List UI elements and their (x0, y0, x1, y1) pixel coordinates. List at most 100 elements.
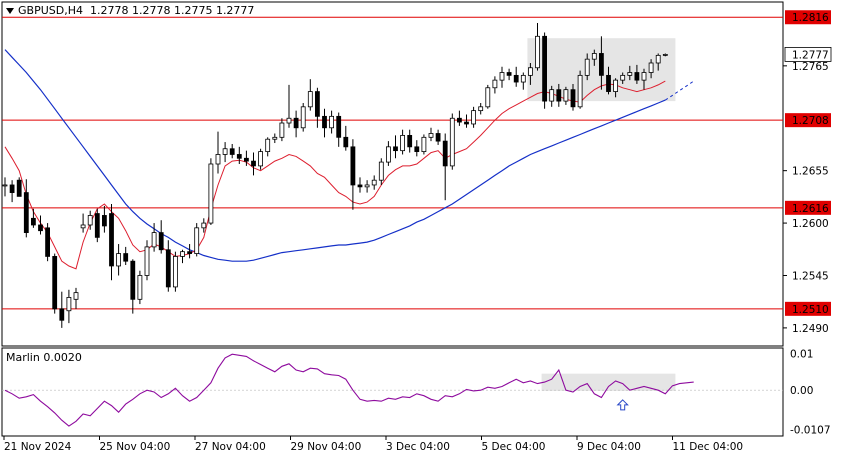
level-label-box (785, 301, 831, 316)
bear-candle (123, 253, 129, 262)
bear-candle (506, 72, 512, 76)
bull-candle (613, 79, 618, 92)
bull-candle (641, 72, 647, 81)
bull-candle (655, 54, 661, 64)
level-label-text: 1.2816 (792, 12, 829, 24)
bull-candle (279, 122, 285, 138)
bear-candle (9, 184, 15, 193)
bear-candle (442, 140, 448, 167)
bull-candle (627, 72, 633, 76)
bear-candle (94, 213, 100, 238)
bear-candle (336, 115, 342, 138)
bull-candle (80, 224, 86, 229)
bear-candle (322, 115, 327, 129)
price-tick-label: 1.2545 (792, 270, 829, 282)
time-axis-label: 21 Nov 2024 (4, 441, 72, 453)
bull-candle (201, 222, 207, 229)
bull-candle (172, 256, 178, 288)
bear-candle (407, 135, 413, 148)
bear-candle (130, 260, 136, 300)
bull-candle (428, 133, 434, 138)
chart-header: GBPUSD,H4 1.2778 1.2778 1.2775 1.2777 (6, 4, 254, 17)
bear-candle (456, 117, 462, 123)
bull-candle (137, 275, 143, 300)
bull-candle (584, 58, 590, 76)
time-axis-label: 27 Nov 04:00 (195, 441, 266, 453)
current-price-box (784, 47, 832, 62)
bull-candle (2, 184, 8, 187)
bull-candle (286, 117, 292, 124)
bear-candle (293, 117, 299, 129)
bear-candle (464, 121, 469, 125)
level-label-box (785, 113, 831, 128)
price-tick-label: 1.2765 (792, 61, 829, 73)
bull-candle (307, 91, 313, 108)
bear-candle (165, 249, 171, 288)
current-price-text: 1.2777 (792, 49, 829, 61)
bear-candle (59, 308, 65, 321)
bull-candle (151, 232, 157, 248)
bull-candle (87, 215, 93, 226)
bull-candle (563, 89, 569, 102)
price-tick-label: 1.2490 (792, 323, 829, 335)
bull-candle (66, 297, 72, 312)
slow-ma-line (4, 49, 666, 262)
bull-candle (116, 253, 121, 267)
collapse-triangle-icon[interactable] (6, 8, 14, 14)
bear-candle (357, 184, 363, 188)
bull-candle (385, 146, 391, 163)
bear-candle (570, 89, 576, 108)
bear-candle (414, 146, 420, 153)
oscillator-tick-label: 0.01 (790, 349, 813, 361)
level-label-text: 1.2510 (792, 304, 829, 316)
bull-candle (492, 79, 498, 89)
fast-ma-line (4, 80, 666, 270)
bull-candle (265, 138, 271, 153)
bear-candle (38, 224, 43, 232)
bull-candle (662, 54, 668, 56)
bear-candle (102, 215, 107, 227)
level-label-box (785, 10, 831, 25)
price-tick-label: 1.2655 (792, 166, 829, 178)
time-axis-label: 29 Nov 04:00 (291, 441, 362, 453)
bear-candle (30, 217, 36, 226)
bear-candle (393, 146, 398, 152)
level-label-box (785, 200, 831, 215)
time-axis-label: 25 Nov 04:00 (100, 441, 171, 453)
bear-candle (23, 192, 29, 234)
bull-candle (400, 135, 406, 152)
bull-candle (378, 161, 384, 181)
bear-candle (52, 256, 58, 310)
bear-candle (229, 148, 235, 155)
bear-candle (236, 154, 242, 159)
bull-candle (499, 72, 505, 81)
bear-candle (513, 74, 519, 83)
price-tick-label: 1.2600 (792, 218, 829, 230)
bull-candle (329, 115, 335, 129)
bear-candle (606, 74, 611, 92)
bull-candle (272, 136, 278, 140)
bull-candle (471, 110, 477, 125)
bear-candle (556, 89, 562, 102)
ohlc-values: 1.2778 1.2778 1.2775 1.2777 (89, 4, 255, 17)
bull-candle (222, 148, 228, 155)
bear-candle (350, 146, 356, 186)
oscillator-tick-label: 0.00 (790, 385, 813, 397)
bear-candle (435, 133, 441, 142)
bear-candle (634, 72, 640, 81)
bear-candle (45, 227, 50, 257)
bull-candle (258, 151, 264, 167)
bull-candle (478, 106, 484, 112)
time-axis-label: 9 Dec 04:00 (577, 441, 641, 453)
oscillator-pane-frame (1, 347, 784, 437)
time-axis-label: 11 Dec 04:00 (673, 441, 744, 453)
level-label-text: 1.2708 (792, 115, 829, 127)
bear-candle (314, 91, 320, 117)
bull-candle (449, 117, 455, 167)
up-arrow-marker-icon (616, 399, 629, 411)
bull-candle (549, 89, 555, 102)
bear-candle (343, 136, 349, 148)
bear-candle (158, 232, 164, 251)
oscillator-line (4, 353, 694, 427)
